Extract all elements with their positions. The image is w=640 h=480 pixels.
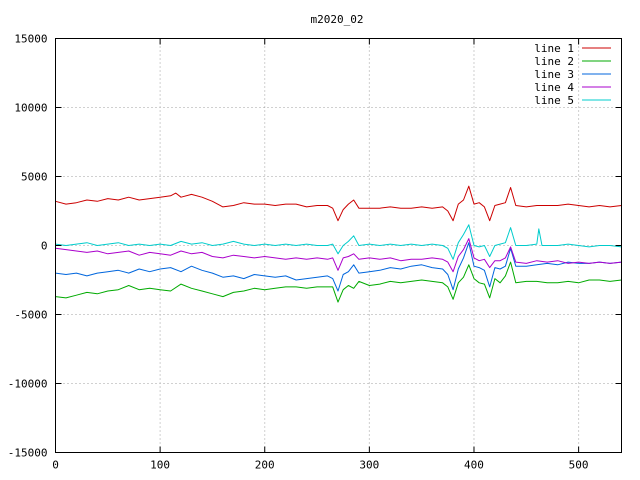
chart-title: m2020_02 [311, 13, 364, 26]
x-tick-label: 100 [150, 459, 170, 472]
y-tick-label: 15000 [14, 33, 47, 46]
legend-label-3: line 3 [534, 68, 574, 81]
series-line-4 [55, 238, 622, 273]
series-line-3 [55, 242, 622, 292]
legend-label-5: line 5 [534, 94, 574, 107]
legend-label-4: line 4 [534, 81, 574, 94]
y-tick-label: 0 [41, 240, 48, 253]
y-tick-label: -15000 [8, 447, 48, 460]
x-tick-label: 0 [52, 459, 59, 472]
y-tick-label: -5000 [14, 309, 47, 322]
legend-label-1: line 1 [534, 42, 574, 55]
y-tick-label: 5000 [21, 171, 48, 184]
y-tick-label: 10000 [14, 102, 47, 115]
x-tick-label: 300 [359, 459, 379, 472]
x-tick-label: 400 [464, 459, 484, 472]
series-line-5 [55, 224, 622, 260]
series-line-2 [55, 261, 622, 303]
x-tick-label: 500 [569, 459, 589, 472]
series-layer [55, 185, 622, 303]
y-tick-label: -10000 [8, 378, 48, 391]
x-tick-label: 200 [255, 459, 275, 472]
grid [55, 38, 622, 453]
series-line-1 [55, 185, 622, 222]
legend-label-2: line 2 [534, 55, 574, 68]
axis-ticks: 0 100 200 300 400 500 -15000 -10000 -5000 0 5000 10… [8, 33, 622, 472]
